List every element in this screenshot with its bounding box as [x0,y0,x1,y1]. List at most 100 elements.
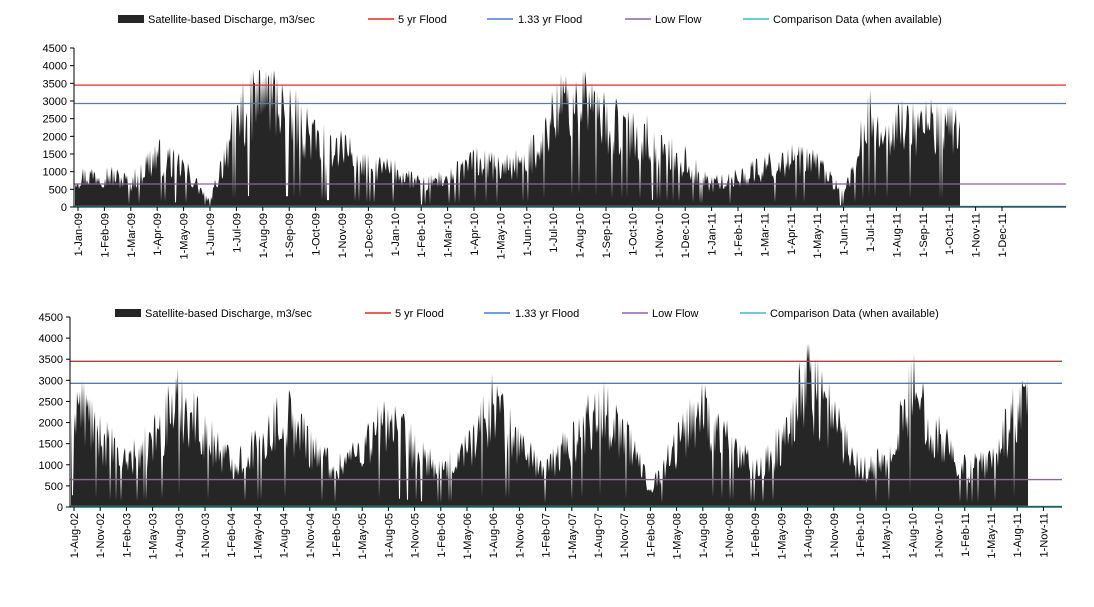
x-tick-label: 1-Jul-10 [548,213,560,253]
y-tick-label: 2000 [39,418,63,430]
x-tick-label: 1-Nov-08 [724,513,736,558]
legend-label-133yr-flood: 1.33 yr Flood [518,14,582,26]
y-tick-label: 3500 [43,78,67,90]
x-tick-label: 1-Feb-09 [750,513,762,558]
x-tick-label: 1-Aug-06 [488,513,500,558]
x-tick-label: 1-May-04 [252,513,264,559]
x-tick-label: 1-Nov-03 [200,513,212,558]
x-tick-label: 1-Apr-10 [469,213,481,256]
y-tick-label: 4500 [39,312,63,324]
legend-label-133yr-flood: 1.33 yr Flood [515,308,579,320]
x-tick-label: 1-Sep-09 [284,213,296,258]
x-tick-label: 1-Apr-11 [786,213,798,255]
y-tick-label: 4000 [39,333,63,345]
x-tick-label: 1-Nov-11 [1038,513,1050,557]
x-tick-label: 1-Feb-07 [541,513,553,558]
x-tick-label: 1-Aug-10 [575,213,587,258]
x-tick-label: 1-Nov-10 [934,513,946,558]
x-tick-label: 1-Jan-10 [390,213,402,256]
legend-label-comparison: Comparison Data (when available) [770,308,939,320]
x-tick-label: 1-Feb-11 [960,513,972,557]
y-tick-label: 2500 [43,114,67,126]
x-tick-label: 1-May-03 [148,513,160,559]
x-tick-label: 1-Mar-10 [443,213,455,258]
x-tick-label: 1-Nov-09 [829,513,841,558]
x-tick-label: 1-Nov-09 [337,213,349,258]
x-tick-label: 1-Oct-09 [311,213,323,256]
x-tick-label: 1-Aug-09 [258,213,270,258]
x-tick-label: 1-May-06 [462,513,474,559]
x-tick-label: 1-Aug-05 [383,513,395,558]
y-tick-label: 2500 [39,396,63,408]
x-tick-label: 1-Nov-05 [410,513,422,558]
x-tick-label: 1-May-07 [567,513,579,559]
x-tick-label: 1-Aug-11 [1012,513,1024,557]
x-tick-label: 1-May-08 [672,513,684,559]
x-tick-label: 1-Jun-09 [205,213,217,256]
discharge-series-area [75,70,960,207]
legend-label-low-flow: Low Flow [652,308,699,320]
y-tick-label: 3500 [39,354,63,366]
legend-top-chart: Satellite-based Discharge, m3/sec 5 yr F… [118,14,942,26]
x-tick-label: 1-Oct-11 [944,213,956,255]
x-tick-label: 1-Dec-10 [680,213,692,258]
x-tick-label: 1-Nov-04 [305,513,317,558]
legend-label-discharge: Satellite-based Discharge, m3/sec [148,14,315,26]
y-tick-label: 3000 [39,375,63,387]
x-tick-label: 1-Jan-09 [73,213,85,256]
x-tick-label: 1-Oct-10 [627,213,639,256]
discharge-series-area [71,343,1028,507]
x-tick-label: 1-May-05 [357,513,369,559]
y-tick-label: 1500 [43,149,67,161]
x-tick-label: 1-Feb-03 [121,513,133,558]
legend-label-comparison: Comparison Data (when available) [773,14,942,26]
y-tick-label: 2000 [43,131,67,143]
y-tick-label: 1500 [39,439,63,451]
x-tick-label: 1-Nov-02 [95,513,107,558]
y-tick-label: 500 [49,184,67,196]
y-tick-label: 1000 [43,167,67,179]
plot-top-2009-2011: 0 500 1000 1500 2000 2500 3000 3500 4000 4500 1-Ja… [43,43,1066,259]
x-tick-label: 1-Feb-08 [645,513,657,558]
x-tick-label: 1-Aug-11 [891,213,903,257]
x-tick-label: 1-Jul-09 [231,213,243,253]
x-tick-label: 1-Feb-05 [331,513,343,558]
x-tick-label: 1-Jun-11 [839,213,851,256]
x-tick-label: 1-Jun-10 [522,213,534,256]
x-tick-label: 1-Mar-09 [126,213,138,258]
x-tick-label: 1-Nov-10 [654,213,666,258]
legend-swatch-discharge [115,309,141,317]
x-tick-label: 1-Feb-06 [436,513,448,558]
x-tick-label: 1-Sep-10 [601,213,613,258]
x-tick-label: 1-Feb-11 [733,213,745,257]
x-tick-label: 1-Feb-10 [855,513,867,558]
x-tick-label: 1-Dec-11 [997,213,1009,257]
plot-bottom-2002-2011: 0 500 1000 1500 2000 2500 3000 3500 4000 4500 1-Au… [39,312,1062,559]
x-tick-label: 1-Aug-09 [803,513,815,558]
x-tick-label: 1-May-09 [776,513,788,559]
x-tick-label: 1-May-10 [881,513,893,559]
x-tick-label: 1-May-10 [495,213,507,259]
y-tick-label: 1000 [39,460,63,472]
y-tick-label: 3000 [43,96,67,108]
y-tick-label: 4500 [43,43,67,55]
x-tick-label: 1-Aug-08 [698,513,710,558]
x-tick-label: 1-Aug-10 [907,513,919,558]
x-tick-label: 1-May-11 [986,513,998,559]
legend-label-5yr-flood: 5 yr Flood [398,14,447,26]
x-tick-label: 1-Aug-04 [279,513,291,558]
x-tick-label: 1-Aug-07 [593,513,605,558]
x-tick-label: 1-Apr-09 [152,213,164,256]
y-tick-label: 0 [61,202,67,214]
x-tick-label: 1-Nov-07 [619,513,631,558]
x-tick-label: 1-Jan-11 [707,213,719,256]
x-tick-label: 1-May-09 [179,213,191,259]
legend-bottom-chart: Satellite-based Discharge, m3/sec 5 yr F… [115,308,939,320]
legend-label-low-flow: Low Flow [655,14,702,26]
y-tick-label: 0 [57,502,63,514]
x-tick-label: 1-Nov-11 [971,213,983,257]
x-tick-label: 1-Feb-10 [416,213,428,258]
legend-label-discharge: Satellite-based Discharge, m3/sec [145,308,312,320]
